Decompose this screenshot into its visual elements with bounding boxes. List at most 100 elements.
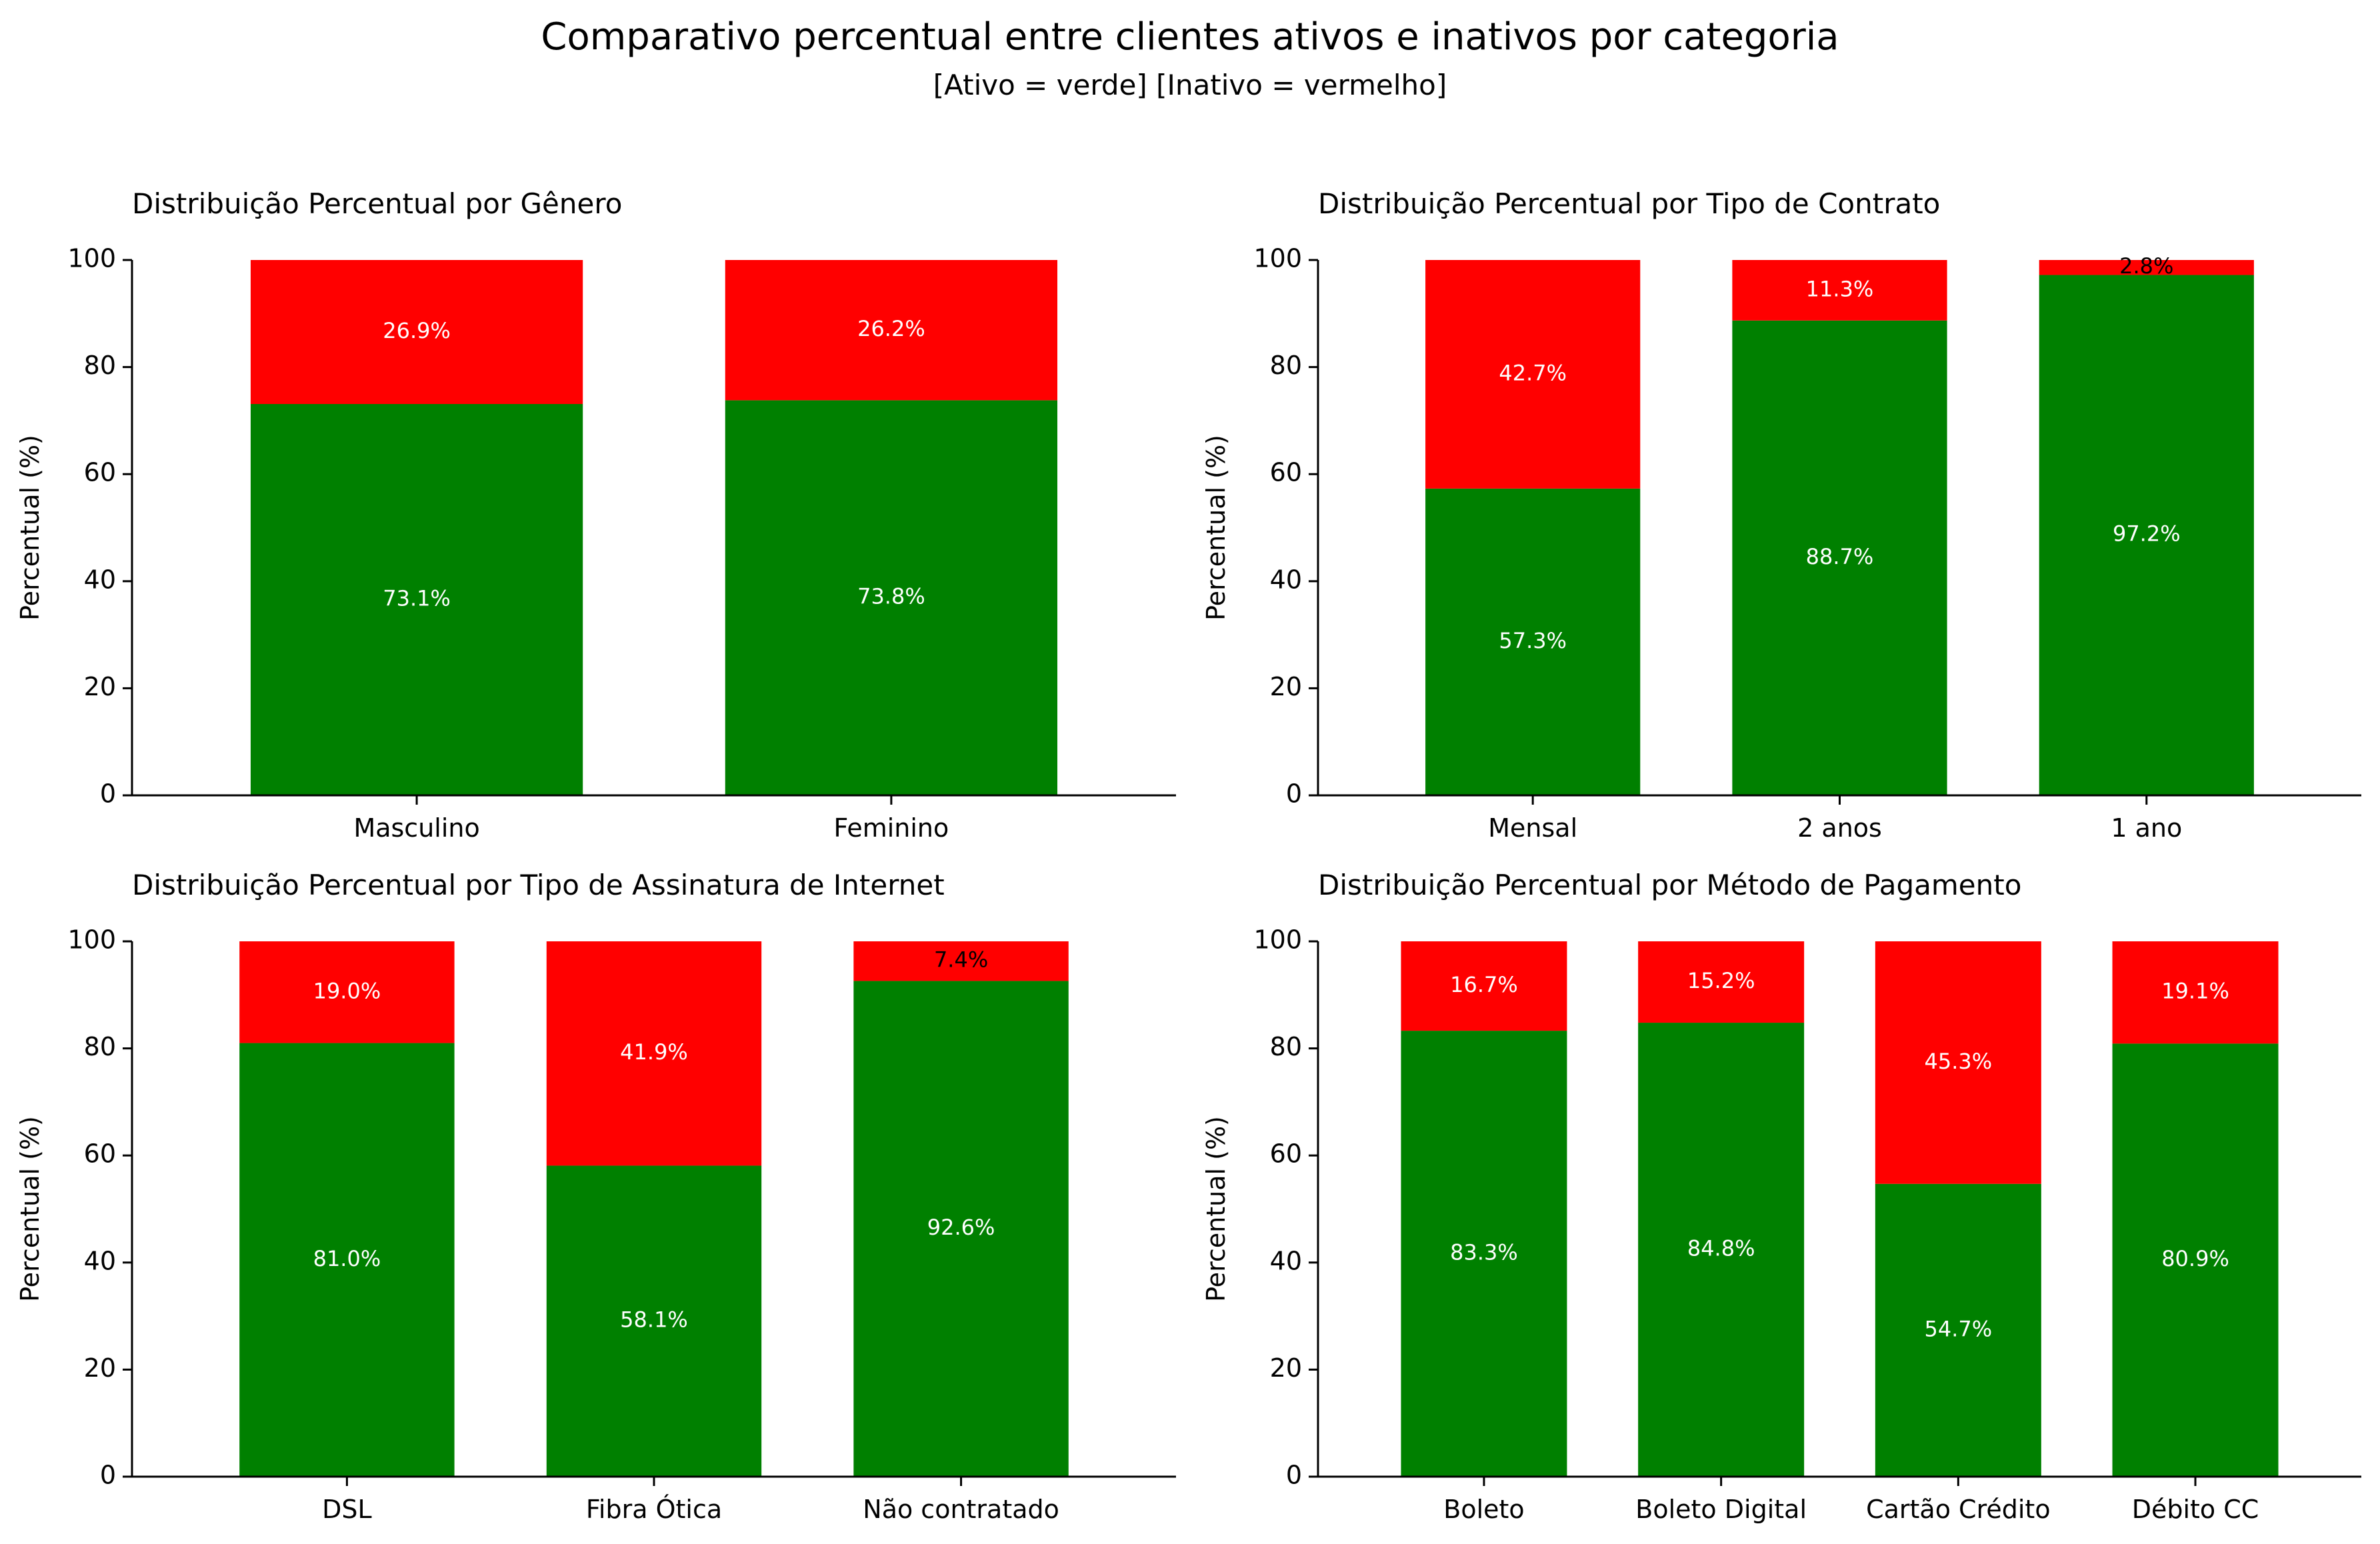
y-tick-label: 40	[1270, 565, 1302, 594]
data-label-inativo: 15.2%	[1687, 968, 1755, 993]
bar-inativo	[1732, 260, 1947, 321]
bar-ativo	[853, 981, 1069, 1477]
bar-ativo	[1425, 488, 1641, 795]
y-tick-label: 20	[1270, 672, 1302, 701]
x-tick-label: Boleto Digital	[1635, 1495, 1807, 1524]
bar-inativo	[546, 941, 762, 1166]
x-tick-label: Feminino	[834, 813, 949, 843]
chart-panel-4: Distribuição Percentual por Método de Pa…	[1201, 869, 2361, 1524]
data-label-ativo: 97.2%	[2113, 521, 2181, 547]
bar-ativo	[1638, 1023, 1805, 1477]
y-tick-label: 80	[84, 1032, 116, 1061]
data-label-inativo: 26.9%	[383, 318, 451, 343]
y-axis-label: Percentual (%)	[1201, 435, 1231, 621]
data-label-inativo: 41.9%	[620, 1039, 688, 1065]
y-tick-label: 40	[84, 565, 116, 594]
y-tick-label: 60	[1270, 458, 1302, 487]
data-label-inativo: 19.0%	[313, 978, 381, 1003]
y-tick-label: 20	[84, 1353, 116, 1383]
y-tick-label: 60	[84, 458, 116, 487]
bar-ativo	[2112, 1043, 2279, 1477]
x-tick-label: Masculino	[353, 813, 479, 843]
x-tick-label: Fibra Ótica	[586, 1495, 722, 1524]
y-tick-label: 0	[100, 1461, 116, 1490]
data-label-ativo: 73.1%	[383, 586, 451, 611]
data-label-inativo: 11.3%	[1806, 276, 1874, 301]
bar-ativo	[1401, 1031, 1567, 1477]
data-label-ativo: 81.0%	[313, 1246, 381, 1271]
bar-ativo	[546, 1165, 762, 1477]
bar-ativo	[1732, 320, 1947, 795]
y-tick-label: 100	[67, 925, 116, 955]
data-label-ativo: 54.7%	[1925, 1316, 1993, 1341]
data-label-ativo: 58.1%	[620, 1307, 688, 1333]
data-label-ativo: 73.8%	[857, 584, 925, 609]
y-tick-label: 40	[84, 1246, 116, 1275]
bar-ativo	[239, 1043, 455, 1477]
chart-title: Distribuição Percentual por Tipo de Cont…	[1318, 187, 1940, 220]
y-tick-label: 20	[84, 672, 116, 701]
y-tick-label: 20	[1270, 1353, 1302, 1383]
bar-ativo	[1875, 1183, 2041, 1477]
y-tick-label: 0	[100, 779, 116, 809]
bar-inativo	[2039, 260, 2254, 275]
bar-inativo	[2112, 941, 2279, 1044]
bar-inativo	[1425, 260, 1641, 489]
y-tick-label: 60	[84, 1139, 116, 1169]
y-axis-label: Percentual (%)	[15, 1116, 45, 1302]
y-tick-label: 0	[1286, 779, 1302, 809]
bar-inativo	[725, 260, 1058, 401]
figure-subtitle: [Ativo = verde] [Inativo = vermelho]	[933, 69, 1447, 101]
chart-title: Distribuição Percentual por Tipo de Assi…	[132, 869, 945, 901]
x-tick-label: 2 anos	[1797, 813, 1882, 843]
figure-title: Comparativo percentual entre clientes at…	[541, 15, 1839, 59]
x-tick-label: Cartão Crédito	[1866, 1495, 2050, 1524]
chart-panel-3: Distribuição Percentual por Tipo de Assi…	[15, 869, 1176, 1524]
bar-inativo	[1401, 941, 1567, 1031]
y-tick-label: 100	[1253, 925, 1302, 955]
x-tick-label: DSL	[322, 1495, 372, 1524]
bar-inativo	[239, 941, 455, 1043]
chart-title: Distribuição Percentual por Gênero	[132, 187, 622, 220]
y-tick-label: 80	[1270, 1032, 1302, 1061]
x-tick-label: Mensal	[1488, 813, 1577, 843]
data-label-inativo: 16.7%	[1450, 972, 1518, 997]
y-axis-label: Percentual (%)	[15, 435, 45, 621]
chart-panel-1: Distribuição Percentual por Gênero Percen…	[15, 187, 1176, 843]
data-label-ativo: 57.3%	[1499, 628, 1567, 653]
x-tick-label: Débito CC	[2132, 1495, 2259, 1524]
y-tick-label: 80	[84, 351, 116, 380]
bar-ativo	[2039, 275, 2254, 795]
y-tick-label: 40	[1270, 1246, 1302, 1275]
bar-inativo	[1875, 941, 2041, 1184]
data-label-inativo: 19.1%	[2161, 979, 2229, 1004]
data-label-inativo: 26.2%	[857, 316, 925, 341]
y-tick-label: 100	[67, 244, 116, 273]
data-label-inativo: 7.4%	[934, 947, 988, 973]
x-tick-label: Boleto	[1443, 1495, 1524, 1524]
data-label-ativo: 84.8%	[1687, 1236, 1755, 1261]
data-label-ativo: 83.3%	[1450, 1240, 1518, 1265]
y-tick-label: 80	[1270, 351, 1302, 380]
y-tick-label: 0	[1286, 1461, 1302, 1490]
y-tick-label: 100	[1253, 244, 1302, 273]
x-tick-label: 1 ano	[2111, 813, 2182, 843]
bar-ativo	[725, 400, 1058, 795]
data-label-inativo: 45.3%	[1925, 1049, 1993, 1074]
chart-panel-2: Distribuição Percentual por Tipo de Cont…	[1201, 187, 2361, 843]
y-axis-label: Percentual (%)	[1201, 1116, 1231, 1302]
y-tick-label: 60	[1270, 1139, 1302, 1169]
chart-title: Distribuição Percentual por Método de Pa…	[1318, 869, 2021, 901]
data-label-ativo: 92.6%	[927, 1215, 995, 1240]
bar-inativo	[853, 941, 1069, 981]
bar-inativo	[250, 260, 583, 405]
data-label-ativo: 80.9%	[2161, 1246, 2229, 1271]
data-label-inativo: 42.7%	[1499, 360, 1567, 385]
x-tick-label: Não contratado	[863, 1495, 1059, 1524]
bar-inativo	[1638, 941, 1805, 1023]
data-label-ativo: 88.7%	[1806, 544, 1874, 569]
data-label-inativo: 2.8%	[2119, 253, 2173, 279]
bar-ativo	[250, 404, 583, 795]
